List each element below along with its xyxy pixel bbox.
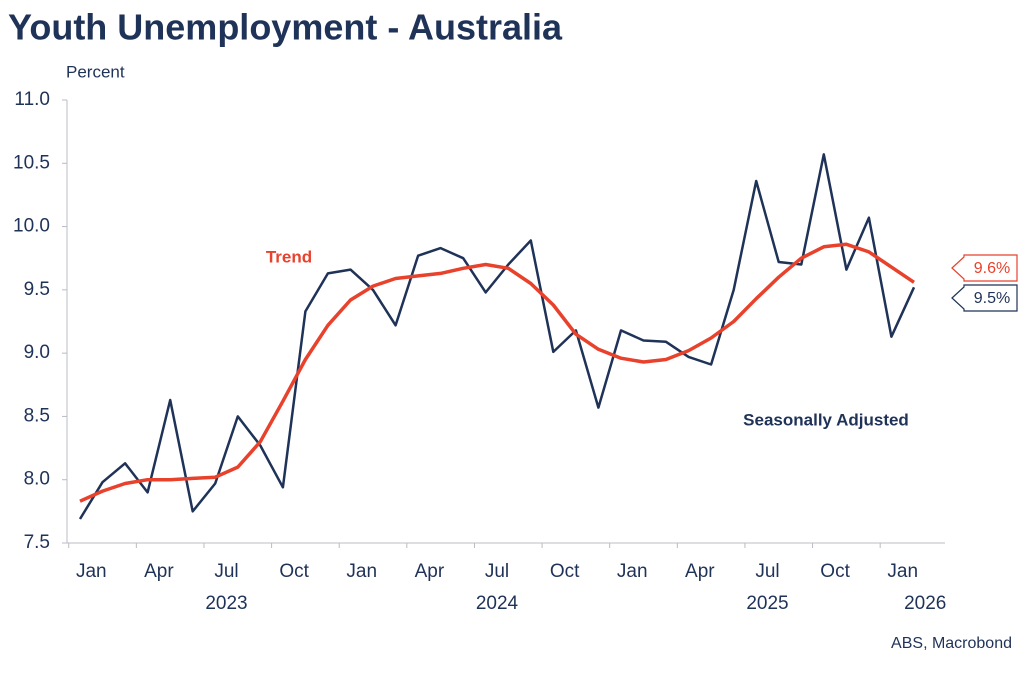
x-year-label: 2024 <box>476 593 519 614</box>
x-tick-label: Jul <box>214 561 238 582</box>
x-tick-label: Jan <box>76 561 107 582</box>
x-tick-label: Apr <box>144 561 174 582</box>
x-tick-label: Apr <box>415 561 445 582</box>
series-line <box>78 153 916 520</box>
y-tick-label: 8.0 <box>24 469 50 490</box>
x-tick-label: Jan <box>887 561 918 582</box>
legend-label: Seasonally Adjusted <box>743 410 909 429</box>
y-tick-label: 10.5 <box>13 152 50 173</box>
y-tick-label: 9.5 <box>24 279 50 300</box>
x-year-label: 2025 <box>746 593 788 614</box>
x-tick-label: Jan <box>346 561 377 582</box>
x-year-label: 2023 <box>205 593 247 614</box>
data-label: 9.5% <box>974 290 1010 307</box>
callout-box <box>951 284 1018 312</box>
x-tick-label: Jul <box>755 561 779 582</box>
source: ABS, Macrobond <box>891 635 1012 652</box>
y-tick-label: 10.0 <box>13 216 50 237</box>
y-axis-label: Percent <box>66 62 125 81</box>
x-tick-label: Oct <box>820 561 850 582</box>
chart-title: Youth Unemployment - Australia <box>8 7 563 48</box>
x-tick-label: Apr <box>685 561 715 582</box>
data-label: 9.6% <box>974 260 1010 277</box>
x-tick-label: Jul <box>485 561 509 582</box>
x-year-label: 2026 <box>904 593 946 614</box>
series-line <box>79 242 915 503</box>
x-tick-label: Oct <box>279 561 309 582</box>
legend-label: Trend <box>266 247 312 266</box>
y-tick-label: 7.5 <box>24 532 50 553</box>
y-tick-label: 11.0 <box>14 89 50 110</box>
x-tick-label: Oct <box>550 561 580 582</box>
x-tick-label: Jan <box>617 561 648 582</box>
y-tick-label: 8.5 <box>24 405 50 426</box>
callout-box <box>951 254 1018 282</box>
y-tick-label: 9.0 <box>24 342 50 363</box>
